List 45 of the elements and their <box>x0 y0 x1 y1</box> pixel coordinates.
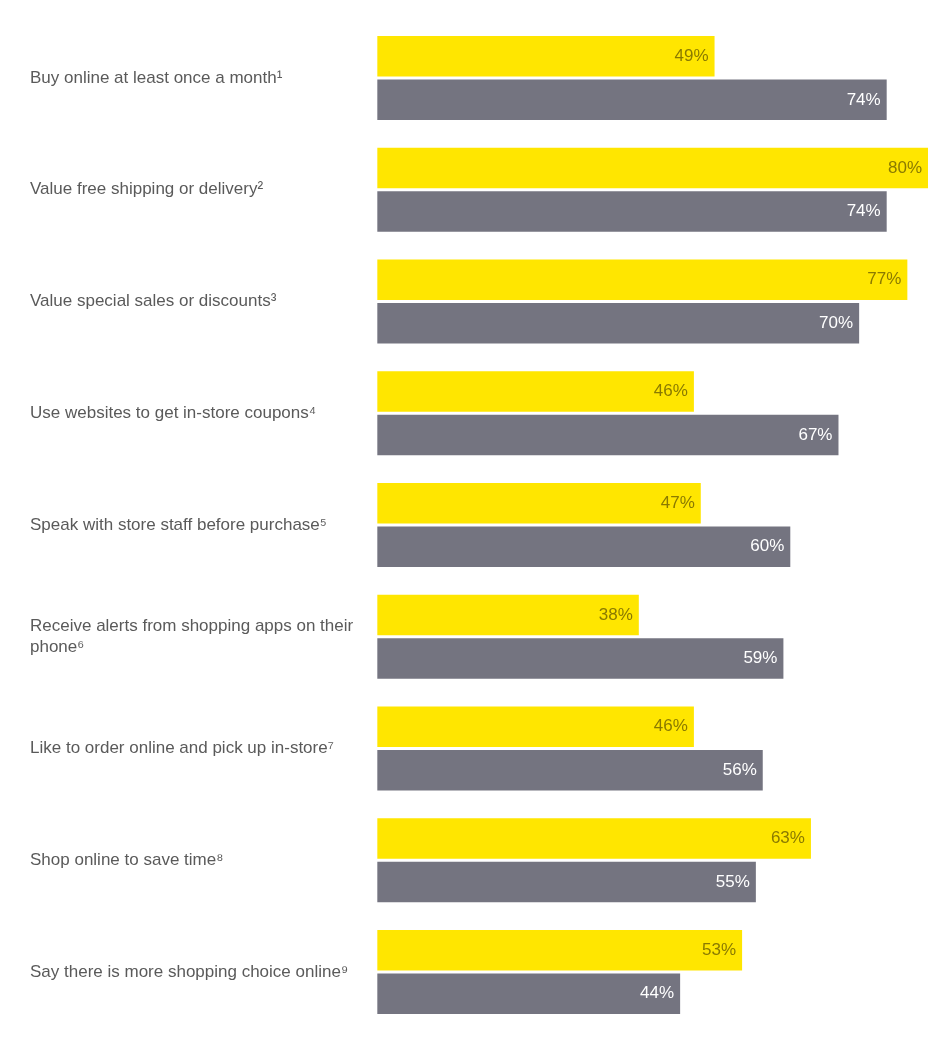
bar <box>377 191 887 232</box>
bar <box>377 259 908 301</box>
bar <box>377 973 681 1014</box>
bar <box>377 749 763 791</box>
y-tick-label: Say there is more shopping choice online⁹ <box>30 961 349 981</box>
bar <box>377 147 928 189</box>
data-label: 47% <box>660 492 695 512</box>
data-label: 59% <box>743 648 778 668</box>
bar <box>377 706 694 747</box>
data-label: 74% <box>846 201 881 221</box>
data-label: 63% <box>770 828 805 848</box>
y-tick-label: Like to order online and pick up in-store⁷ <box>30 738 334 758</box>
data-label: 46% <box>653 716 688 736</box>
bar <box>377 482 701 524</box>
y-tick-label: Value free shipping or delivery² <box>30 179 264 199</box>
y-tick-label: Speak with store staff before purchase⁵ <box>30 514 327 534</box>
y-tick-label: Value special sales or discounts³ <box>30 291 277 311</box>
data-label: 55% <box>715 871 750 891</box>
y-tick-label: Buy online at least once a month¹ <box>30 67 283 87</box>
data-label: 67% <box>798 424 833 444</box>
data-label: 70% <box>819 313 854 333</box>
bar <box>377 594 639 636</box>
data-label: 44% <box>640 983 675 1003</box>
data-label: 53% <box>702 939 737 959</box>
data-label: 38% <box>598 604 633 624</box>
y-tick-label: Use websites to get in-store coupons⁴ <box>30 402 317 422</box>
data-label: 46% <box>653 381 688 401</box>
bar <box>377 929 743 971</box>
bar <box>377 371 694 412</box>
bar <box>377 303 860 344</box>
bar <box>377 36 715 77</box>
y-tick-label: Shop online to save time⁸ <box>30 849 224 869</box>
y-tick-label: Receive alerts from shopping apps on their phone⁶ <box>30 616 354 656</box>
bar <box>377 638 784 679</box>
data-label: 60% <box>750 536 785 556</box>
data-label: 74% <box>846 89 881 109</box>
bar <box>377 818 811 859</box>
bar <box>377 79 887 121</box>
data-label: 80% <box>887 157 922 177</box>
data-label: 56% <box>722 759 757 779</box>
bar <box>377 526 791 568</box>
data-label: 77% <box>867 269 902 289</box>
bar <box>377 861 756 903</box>
bar <box>377 414 839 456</box>
data-label: 49% <box>674 45 709 65</box>
